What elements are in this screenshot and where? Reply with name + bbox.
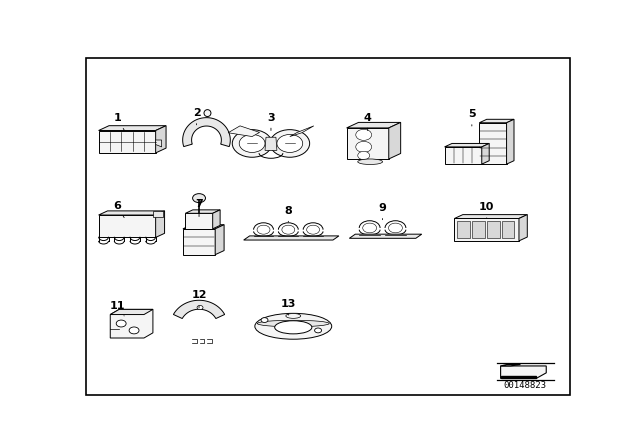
Polygon shape [244, 236, 339, 240]
Polygon shape [500, 365, 520, 366]
Polygon shape [347, 122, 401, 128]
Polygon shape [507, 119, 514, 164]
Polygon shape [454, 215, 527, 219]
Text: 3: 3 [267, 112, 275, 130]
Text: 4: 4 [364, 112, 372, 130]
FancyBboxPatch shape [472, 221, 484, 238]
FancyBboxPatch shape [457, 221, 470, 238]
Ellipse shape [358, 159, 383, 164]
Circle shape [307, 225, 319, 234]
Text: 7: 7 [195, 199, 203, 216]
Polygon shape [500, 366, 547, 379]
Polygon shape [349, 234, 422, 238]
Circle shape [358, 151, 370, 159]
FancyBboxPatch shape [486, 221, 500, 238]
Ellipse shape [255, 313, 332, 339]
Circle shape [356, 142, 372, 152]
Circle shape [232, 129, 272, 157]
Text: 00148823: 00148823 [504, 381, 547, 390]
Text: 1: 1 [113, 113, 124, 130]
Ellipse shape [204, 110, 211, 116]
Circle shape [116, 320, 126, 327]
Polygon shape [173, 300, 225, 319]
Text: 11: 11 [109, 301, 125, 316]
Text: 2: 2 [193, 108, 200, 125]
Text: 13: 13 [280, 299, 296, 315]
Polygon shape [110, 310, 153, 314]
Text: 8: 8 [284, 206, 292, 222]
Polygon shape [290, 126, 314, 137]
Circle shape [197, 306, 203, 310]
Ellipse shape [275, 321, 312, 334]
Polygon shape [445, 143, 489, 147]
Polygon shape [347, 128, 388, 159]
Polygon shape [215, 225, 224, 255]
Text: 6: 6 [113, 201, 124, 218]
Polygon shape [182, 118, 230, 146]
Polygon shape [153, 211, 163, 217]
Polygon shape [500, 376, 536, 379]
Polygon shape [228, 126, 260, 137]
Polygon shape [183, 225, 224, 229]
Circle shape [277, 134, 303, 152]
Circle shape [388, 223, 403, 233]
Polygon shape [445, 147, 482, 164]
Polygon shape [99, 215, 156, 237]
Polygon shape [99, 211, 164, 215]
Polygon shape [265, 137, 277, 151]
Polygon shape [388, 122, 401, 159]
Polygon shape [479, 123, 507, 164]
Circle shape [356, 129, 372, 140]
Polygon shape [482, 143, 489, 164]
Ellipse shape [286, 314, 301, 319]
Polygon shape [110, 310, 153, 338]
Polygon shape [183, 229, 215, 255]
Ellipse shape [257, 320, 329, 327]
FancyBboxPatch shape [502, 221, 515, 238]
Polygon shape [156, 211, 164, 237]
Polygon shape [454, 219, 519, 241]
Circle shape [129, 327, 139, 334]
Polygon shape [99, 130, 156, 153]
Polygon shape [479, 119, 514, 123]
Polygon shape [186, 210, 220, 213]
Polygon shape [212, 210, 220, 229]
Circle shape [270, 129, 310, 157]
Text: 12: 12 [191, 290, 207, 308]
Text: 10: 10 [479, 202, 495, 219]
Polygon shape [99, 126, 166, 130]
Polygon shape [156, 126, 166, 153]
Circle shape [239, 134, 265, 152]
Circle shape [315, 328, 321, 333]
Polygon shape [186, 213, 212, 229]
Circle shape [261, 318, 268, 323]
Text: 5: 5 [468, 109, 476, 126]
Circle shape [193, 194, 205, 202]
Circle shape [257, 225, 270, 234]
Polygon shape [519, 215, 527, 241]
Text: 9: 9 [379, 203, 387, 220]
Circle shape [363, 223, 376, 233]
Polygon shape [156, 140, 161, 147]
Circle shape [282, 225, 295, 234]
